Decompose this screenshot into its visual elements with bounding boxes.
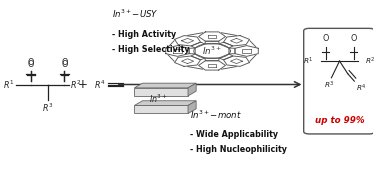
Polygon shape	[188, 101, 196, 114]
Polygon shape	[135, 101, 196, 105]
Text: O: O	[28, 60, 34, 69]
Polygon shape	[135, 88, 188, 96]
Text: O: O	[322, 34, 329, 43]
Text: O: O	[61, 60, 67, 69]
Text: - High Selectivity: - High Selectivity	[112, 45, 190, 54]
Text: $R^3$: $R^3$	[42, 101, 53, 114]
Text: +: +	[78, 78, 88, 91]
Text: $\mathit{In}^{3+}\mathit{-mont}$: $\mathit{In}^{3+}\mathit{-mont}$	[190, 108, 242, 121]
Text: $R^2$: $R^2$	[70, 78, 81, 91]
Text: $R^1$: $R^1$	[303, 55, 314, 67]
Text: $R^1$: $R^1$	[3, 78, 14, 91]
Text: $In^{3+}$: $In^{3+}$	[149, 92, 168, 105]
Text: $R^4$: $R^4$	[94, 78, 105, 91]
Text: O: O	[350, 34, 357, 43]
Text: $R^3$: $R^3$	[324, 79, 335, 91]
FancyBboxPatch shape	[304, 28, 375, 134]
Text: $\mathit{In}^{3+}\mathit{-USY}$: $\mathit{In}^{3+}\mathit{-USY}$	[112, 8, 159, 20]
Polygon shape	[135, 105, 188, 114]
Text: O: O	[61, 58, 67, 67]
Text: - High Nucleophilicity: - High Nucleophilicity	[190, 145, 287, 154]
Text: O: O	[28, 58, 34, 67]
Text: $R^4$: $R^4$	[356, 83, 367, 94]
Polygon shape	[188, 83, 196, 96]
Text: $R^2$: $R^2$	[366, 55, 376, 67]
Text: $In^{3+}$: $In^{3+}$	[202, 45, 222, 57]
Text: up to 99%: up to 99%	[315, 116, 364, 125]
Text: - High Activity: - High Activity	[112, 30, 177, 39]
Polygon shape	[135, 83, 196, 88]
Text: - Wide Applicability: - Wide Applicability	[190, 130, 278, 139]
